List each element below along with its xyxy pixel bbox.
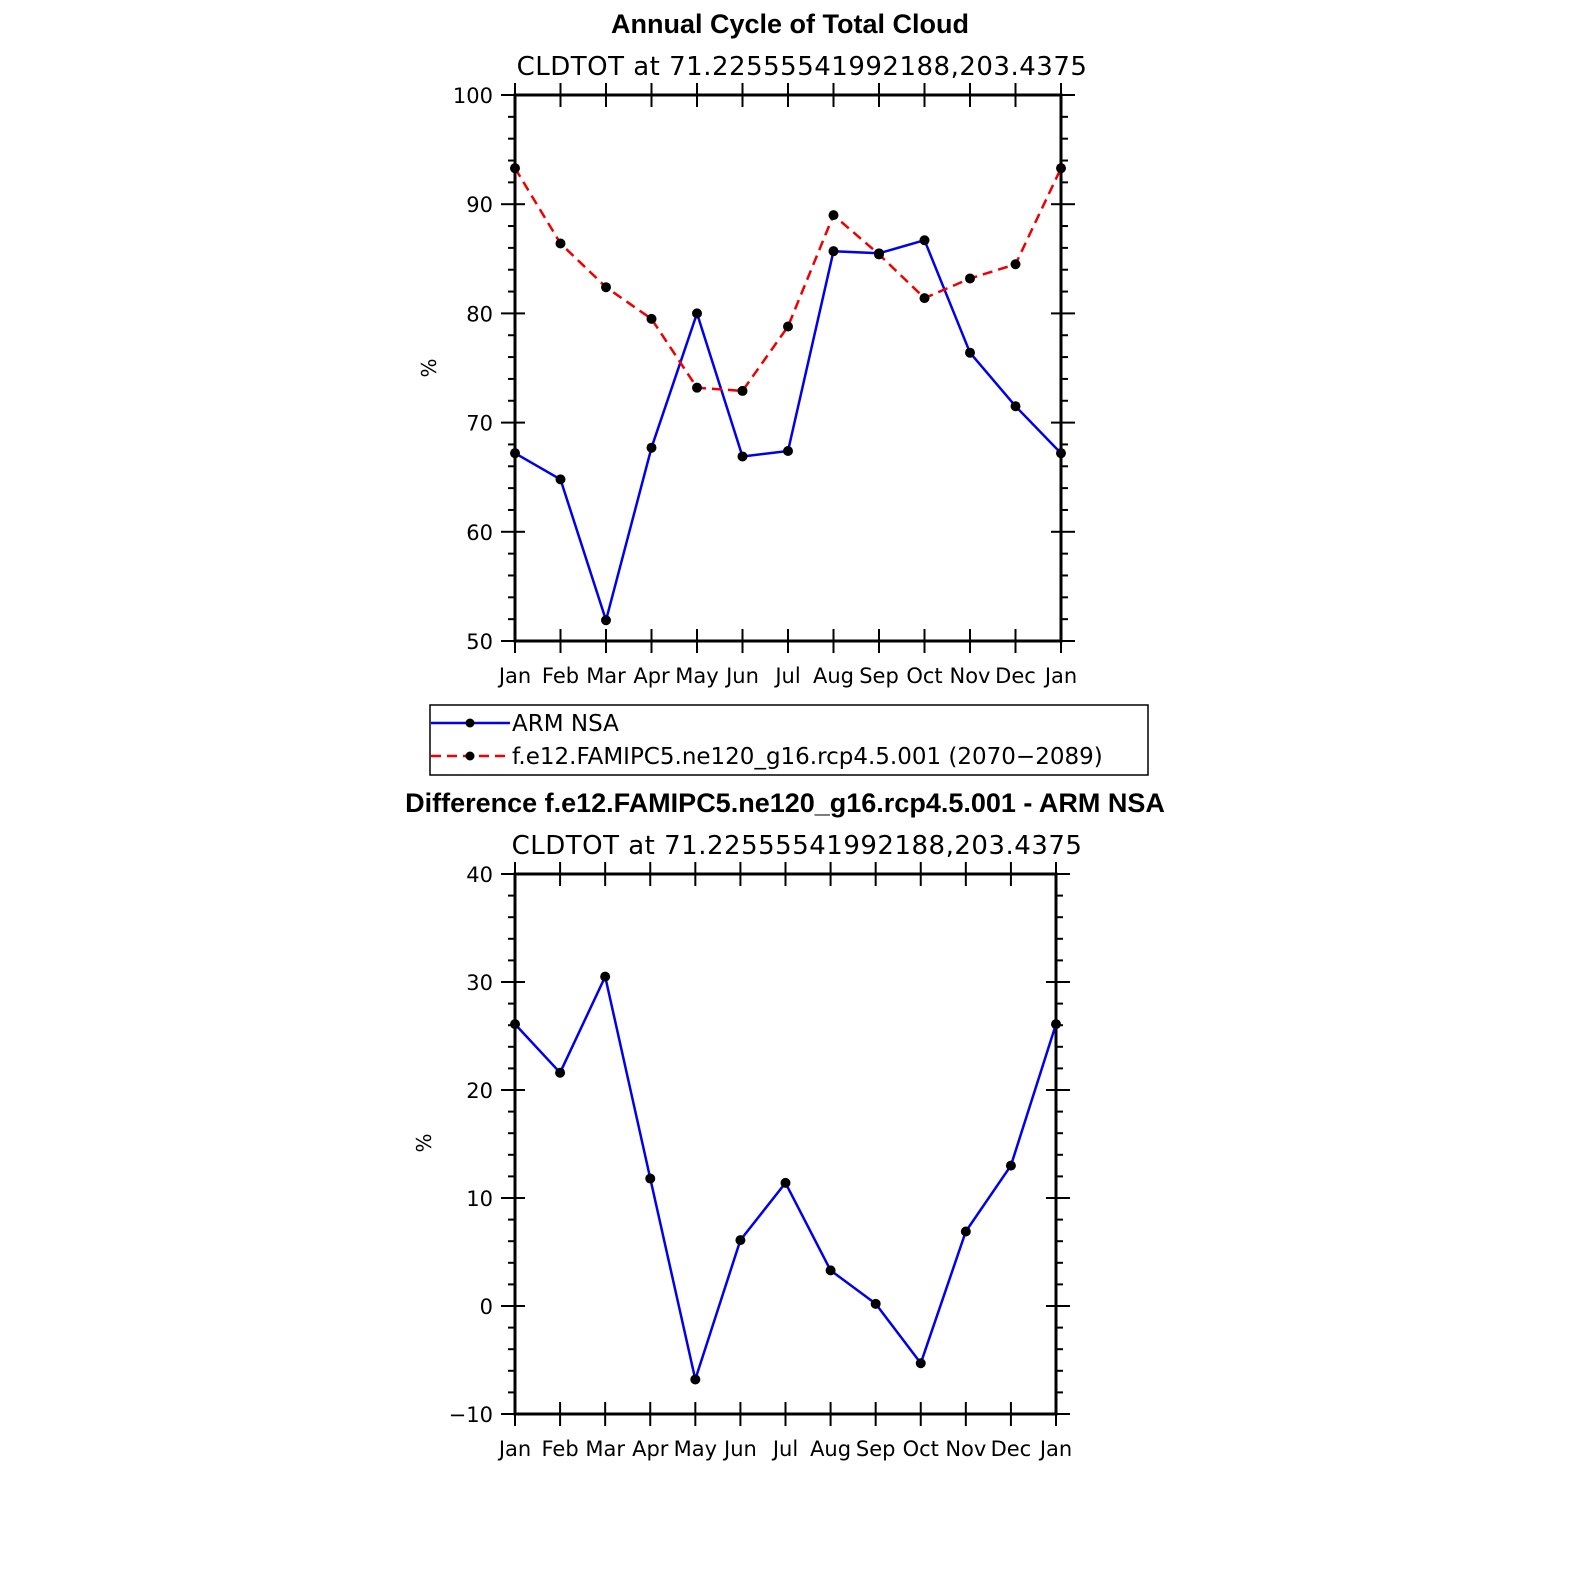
x-tick-label: Dec <box>995 664 1036 688</box>
y-tick-label: 60 <box>466 521 493 545</box>
plot-frame <box>513 93 1063 643</box>
plot-area: −10 0 10 20 30 40 Jan Feb Mar Apr May Jun Jul Aug Sep O… <box>449 862 1072 1461</box>
data-point <box>737 385 748 396</box>
data-point <box>783 321 793 332</box>
data-point <box>825 1265 836 1276</box>
data-point <box>510 448 520 459</box>
data-point <box>874 249 884 260</box>
chart-subtitle: CLDTOT at 71.22555541992188,203.4375 <box>517 52 1088 82</box>
x-tick-label: Mar <box>586 664 626 688</box>
series-line-0 <box>514 238 1062 622</box>
x-tick-label: Sep <box>859 664 899 688</box>
legend-label-arm-nsa: ARM NSA <box>512 711 619 737</box>
data-point <box>735 1235 746 1246</box>
x-tick-label: May <box>674 1437 717 1461</box>
y-tick-label: 30 <box>466 971 493 995</box>
x-tick-label: Feb <box>542 664 579 688</box>
data-point <box>690 1374 701 1385</box>
chart-title: Difference f.e12.FAMIPC5.ne120_g16.rcp4.… <box>405 788 1165 818</box>
x-tick-label: Apr <box>633 664 670 688</box>
data-point <box>645 1173 656 1184</box>
data-point <box>1005 1160 1016 1171</box>
data-point <box>915 1358 926 1369</box>
annual-cycle-panel: Annual Cycle of Total Cloud CLDTOT at 71… <box>417 9 1149 776</box>
data-point <box>555 1067 566 1078</box>
data-point <box>601 615 611 626</box>
data-point <box>1056 163 1066 174</box>
legend-marker-arm-nsa <box>465 718 475 728</box>
y-tick-label: 70 <box>466 412 493 436</box>
data-point <box>1010 259 1021 270</box>
data-point <box>555 474 566 485</box>
x-tick-label: Jul <box>771 1437 798 1461</box>
y-tick-label: 0 <box>480 1295 493 1319</box>
x-tick-label: Nov <box>945 1437 986 1461</box>
y-tick-label: −10 <box>449 1403 493 1427</box>
x-tick-label: Aug <box>813 664 854 688</box>
x-tick-label: Sep <box>856 1437 896 1461</box>
data-point <box>601 282 611 293</box>
y-tick-label: 40 <box>466 863 493 887</box>
data-point <box>555 238 566 249</box>
data-point <box>737 451 748 462</box>
legend: ARM NSA f.e12.FAMIPC5.ne120_g16.rcp4.5.0… <box>429 704 1149 776</box>
y-tick-label: 100 <box>453 84 493 108</box>
x-tick-label: Jan <box>497 664 531 688</box>
data-point <box>1056 448 1066 459</box>
data-point <box>919 293 930 304</box>
x-tick-label: Dec <box>991 1437 1032 1461</box>
data-point <box>510 1019 520 1030</box>
y-tick-label: 80 <box>466 302 493 326</box>
data-point <box>600 971 611 982</box>
x-tick-label: Jan <box>1043 664 1077 688</box>
x-tick-label: Nov <box>950 664 991 688</box>
y-tick-label: 10 <box>466 1187 493 1211</box>
data-point <box>646 442 657 453</box>
y-axis-label: % <box>417 358 441 377</box>
data-point <box>965 347 975 358</box>
legend-marker-model <box>465 751 475 761</box>
data-point <box>870 1298 881 1309</box>
difference-panel: Difference f.e12.FAMIPC5.ne120_g16.rcp4.… <box>405 788 1165 1461</box>
x-tick-label: Mar <box>585 1437 625 1461</box>
x-tick-label: Oct <box>903 1437 939 1461</box>
y-tick-label: 90 <box>466 193 493 217</box>
x-tick-label: Jun <box>724 664 759 688</box>
x-tick-label: Feb <box>541 1437 578 1461</box>
data-point <box>646 313 657 324</box>
plot-frame <box>513 872 1058 1416</box>
x-tick-label: Aug <box>810 1437 851 1461</box>
y-axis-label: % <box>412 1133 436 1152</box>
y-tick-label: 20 <box>466 1079 493 1103</box>
x-tick-label: Jul <box>773 664 800 688</box>
chart-subtitle: CLDTOT at 71.22555541992188,203.4375 <box>512 831 1083 861</box>
legend-label-model: f.e12.FAMIPC5.ne120_g16.rcp4.5.001 (2070… <box>512 744 1103 770</box>
data-point <box>828 210 839 221</box>
x-tick-label: Jun <box>722 1437 757 1461</box>
data-point <box>1010 401 1021 412</box>
data-point <box>828 246 839 257</box>
data-point <box>780 1177 791 1188</box>
data-point <box>965 273 975 284</box>
data-point <box>783 445 793 456</box>
data-point <box>692 382 702 393</box>
x-tick-label: Jan <box>1038 1437 1072 1461</box>
data-point <box>960 1226 971 1237</box>
x-tick-label: Jan <box>497 1437 531 1461</box>
data-point <box>510 163 520 174</box>
chart-title: Annual Cycle of Total Cloud <box>611 9 969 39</box>
x-tick-label: Oct <box>906 664 942 688</box>
data-point <box>1051 1019 1061 1030</box>
data-point <box>919 235 930 246</box>
data-point <box>692 308 702 319</box>
legend-box <box>429 704 1149 776</box>
x-tick-label: Apr <box>632 1437 669 1461</box>
series-line-1 <box>513 167 1063 393</box>
plot-area: 50 60 70 80 90 100 Jan Feb Mar Apr May Jun Jul Aug Sep… <box>453 83 1077 688</box>
y-tick-label: 50 <box>466 630 493 654</box>
x-tick-label: May <box>675 664 718 688</box>
